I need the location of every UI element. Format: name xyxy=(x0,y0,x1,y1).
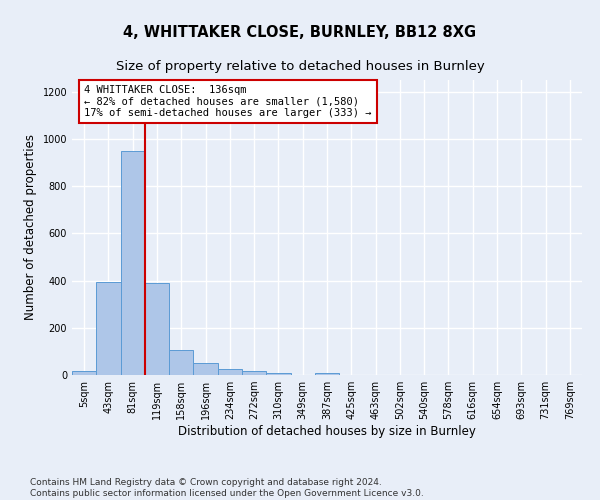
X-axis label: Distribution of detached houses by size in Burnley: Distribution of detached houses by size … xyxy=(178,425,476,438)
Bar xyxy=(121,151,145,375)
Bar xyxy=(193,363,218,375)
Bar xyxy=(96,282,121,375)
Bar xyxy=(145,283,169,375)
Bar xyxy=(242,372,266,375)
Bar xyxy=(72,372,96,375)
Bar xyxy=(266,372,290,375)
Bar xyxy=(315,372,339,375)
Y-axis label: Number of detached properties: Number of detached properties xyxy=(24,134,37,320)
Text: Size of property relative to detached houses in Burnley: Size of property relative to detached ho… xyxy=(116,60,484,73)
Text: 4 WHITTAKER CLOSE:  136sqm
← 82% of detached houses are smaller (1,580)
17% of s: 4 WHITTAKER CLOSE: 136sqm ← 82% of detac… xyxy=(85,84,372,118)
Text: 4, WHITTAKER CLOSE, BURNLEY, BB12 8XG: 4, WHITTAKER CLOSE, BURNLEY, BB12 8XG xyxy=(124,25,476,40)
Bar xyxy=(218,369,242,375)
Text: Contains HM Land Registry data © Crown copyright and database right 2024.
Contai: Contains HM Land Registry data © Crown c… xyxy=(30,478,424,498)
Bar xyxy=(169,350,193,375)
